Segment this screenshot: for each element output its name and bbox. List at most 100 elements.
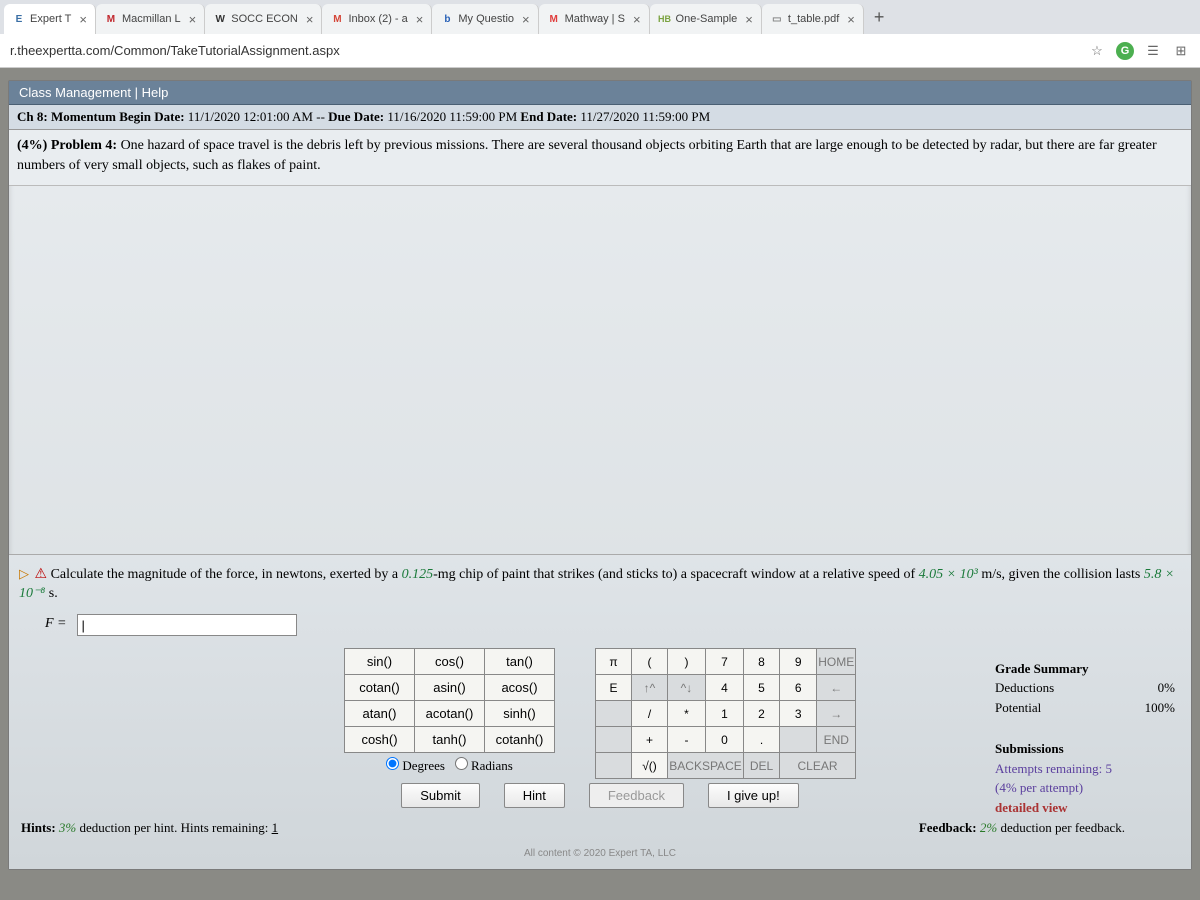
key-blank3 [780, 727, 817, 753]
close-icon[interactable]: × [522, 12, 530, 27]
close-icon[interactable]: × [306, 12, 314, 27]
key-mul[interactable]: * [668, 701, 706, 727]
key-e[interactable]: E [596, 675, 632, 701]
key-cosh[interactable]: cosh() [345, 727, 415, 753]
submit-button[interactable]: Submit [401, 783, 479, 808]
key-clear[interactable]: CLEAR [780, 753, 856, 779]
key-minus[interactable]: - [668, 727, 706, 753]
key-right[interactable]: → [817, 701, 856, 727]
key-1[interactable]: 1 [706, 701, 744, 727]
tab-label: Expert T [30, 13, 71, 25]
hints-remaining: 1 [272, 820, 279, 835]
key-4[interactable]: 4 [706, 675, 744, 701]
key-dot[interactable]: . [744, 727, 780, 753]
key-end[interactable]: END [817, 727, 856, 753]
key-pi[interactable]: π [596, 649, 632, 675]
key-sinh[interactable]: sinh() [485, 701, 555, 727]
favicon: M [330, 12, 344, 26]
close-icon[interactable]: × [79, 12, 87, 27]
url-text[interactable]: r.theexpertta.com/Common/TakeTutorialAss… [10, 43, 1078, 58]
close-icon[interactable]: × [189, 12, 197, 27]
tab-myquestion[interactable]: b My Questio × [432, 4, 538, 34]
tab-socc[interactable]: W SOCC ECON × [205, 4, 322, 34]
radio-degrees[interactable]: Degrees [386, 758, 445, 773]
tab-label: Inbox (2) - a [348, 13, 407, 25]
close-icon[interactable]: × [745, 12, 753, 27]
close-icon[interactable]: × [847, 12, 855, 27]
new-tab-button[interactable]: + [864, 7, 895, 28]
potential-value: 100% [1145, 698, 1175, 718]
tab-inbox[interactable]: M Inbox (2) - a × [322, 4, 432, 34]
submissions-title: Submissions [995, 739, 1175, 759]
close-icon[interactable]: × [633, 12, 641, 27]
key-asin[interactable]: asin() [415, 675, 485, 701]
chapter-header: Ch 8: Momentum Begin Date: 11/1/2020 12:… [9, 105, 1191, 130]
key-rparen[interactable]: ) [668, 649, 706, 675]
key-cotan[interactable]: cotan() [345, 675, 415, 701]
key-tanh[interactable]: tanh() [415, 727, 485, 753]
key-supup[interactable]: ↑^ [632, 675, 668, 701]
potential-label: Potential [995, 698, 1041, 718]
prompt-text-1: Calculate the magnitude of the force, in… [51, 567, 402, 582]
key-sqrt[interactable]: √() [632, 753, 668, 779]
key-sin[interactable]: sin() [345, 649, 415, 675]
browser-tab-strip: E Expert T × M Macmillan L × W SOCC ECON… [0, 0, 1200, 34]
key-acotan[interactable]: acotan() [415, 701, 485, 727]
tab-onesample[interactable]: HB One-Sample × [650, 4, 762, 34]
key-0[interactable]: 0 [706, 727, 744, 753]
key-8[interactable]: 8 [744, 649, 780, 675]
giveup-button[interactable]: I give up! [708, 783, 799, 808]
key-blank1 [596, 701, 632, 727]
close-icon[interactable]: × [416, 12, 424, 27]
tab-label: One-Sample [676, 13, 738, 25]
prompt-text-4: s. [45, 586, 57, 601]
key-left[interactable]: ← [817, 675, 856, 701]
key-cotanh[interactable]: cotanh() [485, 727, 555, 753]
key-9[interactable]: 9 [780, 649, 817, 675]
question-prompt: ▷ ⚠ Calculate the magnitude of the force… [15, 563, 1185, 610]
key-atan[interactable]: atan() [345, 701, 415, 727]
key-home[interactable]: HOME [817, 649, 856, 675]
feedback-button[interactable]: Feedback [589, 783, 684, 808]
key-cos[interactable]: cos() [415, 649, 485, 675]
problem-text: One hazard of space travel is the debris… [17, 138, 1157, 173]
nav-help[interactable]: Help [142, 85, 169, 100]
star-icon[interactable]: ☆ [1088, 42, 1106, 60]
detailed-view-link[interactable]: detailed view [995, 798, 1175, 818]
deductions-value: 0% [1158, 678, 1175, 698]
tab-mathway[interactable]: M Mathway | S × [539, 4, 650, 34]
nav-class-mgmt[interactable]: Class Management [19, 85, 131, 100]
key-plus[interactable]: + [632, 727, 668, 753]
key-5[interactable]: 5 [744, 675, 780, 701]
key-lparen[interactable]: ( [632, 649, 668, 675]
key-backspace[interactable]: BACKSPACE [668, 753, 744, 779]
key-supdown[interactable]: ^↓ [668, 675, 706, 701]
tab-ttable[interactable]: ▭ t_table.pdf × [762, 4, 864, 34]
problem-description: (4%) Problem 4: One hazard of space trav… [9, 130, 1191, 186]
feedback-post: deduction per feedback. [997, 820, 1125, 835]
key-div[interactable]: / [632, 701, 668, 727]
radio-radians[interactable]: Radians [455, 758, 513, 773]
key-del[interactable]: DEL [744, 753, 780, 779]
profile-icon[interactable]: G [1116, 42, 1134, 60]
extension-icon[interactable]: ⊞ [1172, 42, 1190, 60]
hint-button[interactable]: Hint [504, 783, 565, 808]
answer-input[interactable] [77, 614, 297, 636]
tab-label: SOCC ECON [231, 13, 298, 25]
favicon: E [12, 12, 26, 26]
end-date: 11/27/2020 11:59:00 PM [580, 109, 710, 124]
grade-title: Grade Summary [995, 659, 1175, 679]
chapter-title: Ch 8: Momentum [17, 109, 116, 124]
favicon: W [213, 12, 227, 26]
key-2[interactable]: 2 [744, 701, 780, 727]
submissions-box: Submissions Attempts remaining: 5 (4% pe… [995, 739, 1175, 817]
key-6[interactable]: 6 [780, 675, 817, 701]
key-3[interactable]: 3 [780, 701, 817, 727]
tab-macmillan[interactable]: M Macmillan L × [96, 4, 205, 34]
reading-list-icon[interactable]: ☰ [1144, 42, 1162, 60]
tab-expert[interactable]: E Expert T × [4, 4, 96, 34]
key-blank2 [596, 727, 632, 753]
key-tan[interactable]: tan() [485, 649, 555, 675]
key-acos[interactable]: acos() [485, 675, 555, 701]
key-7[interactable]: 7 [706, 649, 744, 675]
